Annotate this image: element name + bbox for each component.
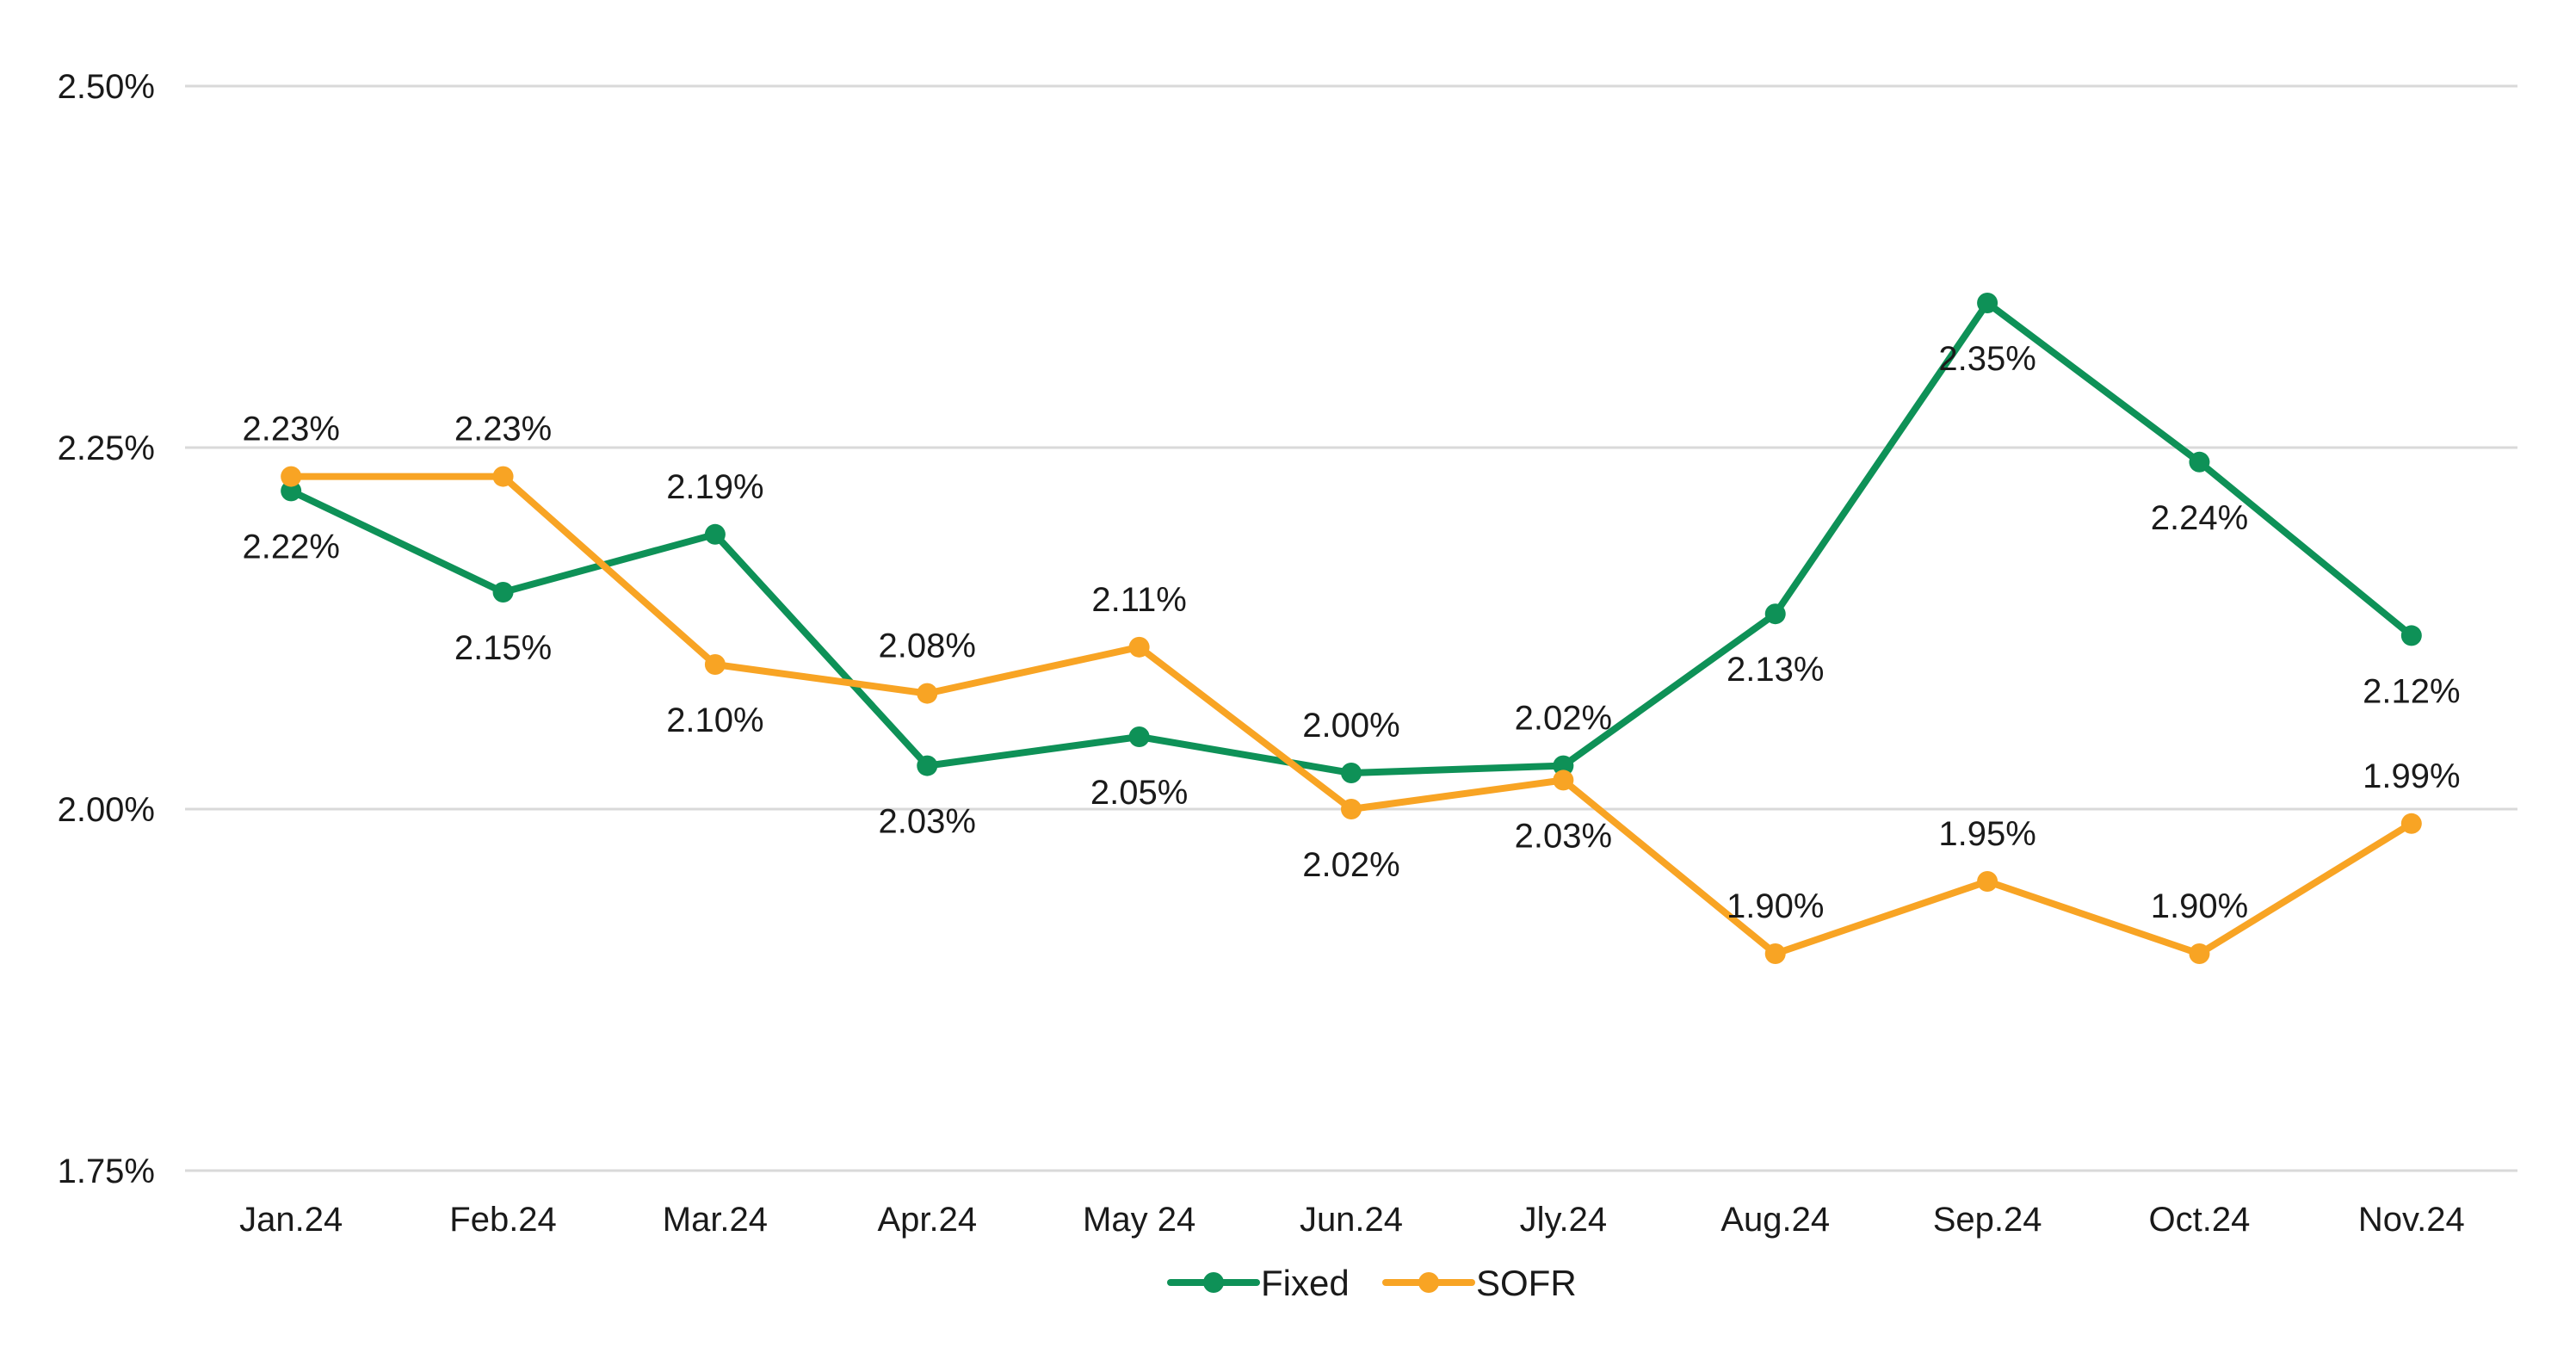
y-tick-label: 2.25%	[58, 430, 155, 467]
data-point-fixed	[492, 582, 514, 603]
data-label-sofr: 2.03%	[1515, 817, 1612, 855]
data-point-sofr	[281, 466, 302, 487]
data-label-sofr: 1.95%	[1938, 815, 2035, 853]
data-point-sofr	[1553, 770, 1574, 791]
data-point-fixed	[917, 755, 938, 776]
data-point-sofr	[492, 466, 514, 487]
data-label-fixed: 2.35%	[1938, 340, 2035, 378]
data-point-fixed	[1553, 755, 1574, 776]
data-label-fixed: 2.05%	[1090, 774, 1188, 812]
data-label-fixed: 2.24%	[2151, 499, 2248, 537]
data-label-sofr: 2.08%	[879, 627, 976, 665]
series-lines	[281, 293, 2422, 964]
x-tick-label: Feb.24	[449, 1201, 557, 1239]
data-point-fixed	[1764, 603, 1786, 625]
data-label-fixed: 2.22%	[242, 528, 339, 566]
y-tick-label: 1.75%	[58, 1153, 155, 1190]
x-tick-label: Sep.24	[1933, 1201, 2042, 1239]
data-point-sofr	[917, 683, 938, 704]
data-point-sofr	[1128, 636, 1150, 658]
x-tick-label: May 24	[1083, 1201, 1195, 1239]
x-axis-tick-labels: Jan.24 Feb.24 Mar.24 Apr.24 May 24 Jun.24 Jly.…	[239, 1201, 2465, 1239]
data-label-sofr: 2.23%	[242, 411, 339, 448]
data-point-sofr	[1341, 799, 1362, 819]
legend: Fixed SOFR	[1167, 1263, 1577, 1303]
x-tick-label: Jly.24	[1520, 1201, 1608, 1239]
series-line-fixed	[287, 300, 2415, 776]
data-label-sofr: 2.11%	[1091, 581, 1186, 619]
x-tick-label: Oct.24	[2149, 1201, 2251, 1239]
data-label-fixed: 2.02%	[1515, 700, 1612, 738]
data-point-fixed	[704, 523, 726, 545]
data-point-sofr	[2189, 943, 2210, 964]
data-point-fixed	[1341, 763, 1362, 783]
x-tick-label: Apr.24	[877, 1201, 977, 1239]
data-label-sofr: 1.90%	[2151, 887, 2248, 925]
data-point-fixed	[281, 480, 302, 502]
gridlines	[185, 84, 2517, 1172]
data-label-sofr: 1.99%	[2363, 757, 2460, 795]
data-point-fixed	[1977, 293, 1998, 313]
legend-marker-sofr	[1418, 1272, 1439, 1293]
data-point-sofr	[2400, 813, 2422, 834]
data-label-fixed: 2.19%	[666, 468, 763, 506]
data-label-sofr: 1.90%	[1727, 887, 1824, 925]
x-tick-label: Jun.24	[1300, 1201, 1403, 1239]
legend-label-sofr: SOFR	[1476, 1263, 1577, 1303]
data-label-fixed: 2.13%	[1727, 651, 1824, 689]
data-label-fixed: 2.12%	[2363, 672, 2460, 710]
y-tick-label: 2.50%	[58, 68, 155, 106]
data-point-fixed	[2400, 625, 2422, 646]
data-label-sofr: 2.02%	[1302, 846, 1399, 884]
x-tick-label: Nov.24	[2358, 1201, 2465, 1239]
data-point-fixed	[1128, 726, 1150, 747]
data-labels: 2.22% 2.15% 2.19% 2.03% 2.05% 2.00% 2.02% 2.13%…	[242, 340, 2460, 925]
y-axis-tick-labels: 1.75% 2.00% 2.25% 2.50%	[58, 68, 155, 1190]
data-label-fixed: 2.03%	[879, 803, 976, 841]
data-point-sofr	[704, 654, 726, 675]
x-tick-label: Mar.24	[663, 1201, 768, 1239]
data-label-sofr: 2.23%	[454, 411, 552, 448]
data-label-fixed: 2.00%	[1302, 707, 1399, 745]
data-point-sofr	[1977, 871, 1998, 892]
x-tick-label: Jan.24	[239, 1201, 343, 1239]
data-label-sofr: 2.10%	[666, 702, 763, 739]
legend-label-fixed: Fixed	[1261, 1263, 1350, 1303]
y-tick-label: 2.00%	[58, 791, 155, 829]
legend-marker-fixed	[1203, 1272, 1224, 1293]
data-label-fixed: 2.15%	[454, 629, 552, 667]
data-point-sofr	[1764, 943, 1786, 964]
data-point-fixed	[2189, 451, 2210, 473]
x-tick-label: Aug.24	[1720, 1201, 1830, 1239]
